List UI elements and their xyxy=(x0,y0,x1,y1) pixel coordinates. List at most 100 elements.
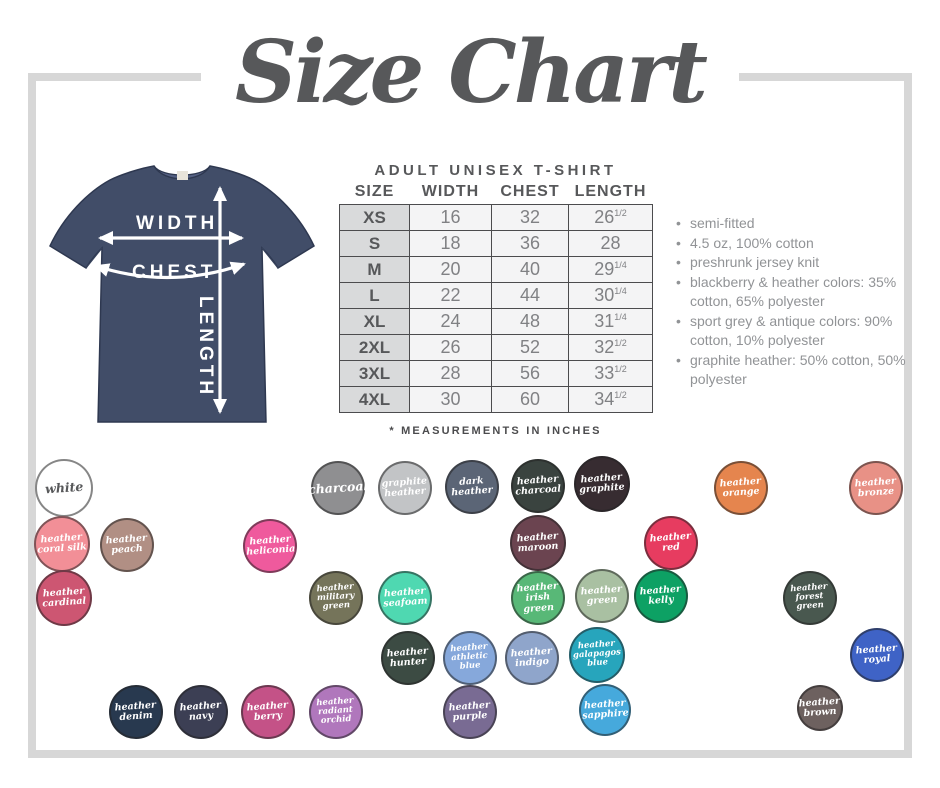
swatch-label: heather navy xyxy=(179,699,222,723)
table-row: 2XL 26 52 321/2 xyxy=(339,334,653,361)
table-row: 4XL 30 60 341/2 xyxy=(339,386,653,413)
length-cell: 321/2 xyxy=(568,334,653,361)
swatch-label: heather maroon xyxy=(516,530,560,555)
swatch-label: heather coral silk xyxy=(37,531,88,556)
detail-bullet: graphite heather: 50% cotton, 50% polyes… xyxy=(676,351,916,390)
table-row: 3XL 28 56 331/2 xyxy=(339,360,653,387)
table-row: M 20 40 291/4 xyxy=(339,256,653,283)
swatch-label: heather athletic blue xyxy=(450,641,489,673)
length-label: LENGTH xyxy=(195,296,216,398)
swatch-label: white xyxy=(44,478,84,497)
swatch-label: charcoal xyxy=(307,478,369,498)
swatch-charcoal: charcoal xyxy=(307,461,369,515)
table-row: L 22 44 301/4 xyxy=(339,282,653,309)
column-header-width: WIDTH xyxy=(421,183,480,200)
swatch-label: heather orange xyxy=(719,475,762,500)
swatch-heather-navy: heather navy xyxy=(174,685,228,739)
size-cell: S xyxy=(339,230,410,257)
size-cell: M xyxy=(339,256,410,283)
swatch-dark-heather: dark heather xyxy=(445,460,499,514)
swatch-heather-purple: heather purple xyxy=(443,685,497,739)
table-row: S 18 36 28 xyxy=(339,230,653,257)
size-cell: L xyxy=(339,282,410,309)
size-cell: XS xyxy=(339,204,410,231)
swatch-label: heather heliconia xyxy=(245,533,296,558)
table-footnote: * MEASUREMENTS IN INCHES xyxy=(389,425,602,437)
swatch-heather-coral-silk: heather coral silk xyxy=(34,516,90,572)
length-cell: 331/2 xyxy=(568,360,653,387)
swatch-label: dark heather xyxy=(451,474,494,499)
width-cell: 24 xyxy=(409,308,492,335)
width-cell: 26 xyxy=(409,334,492,361)
tshirt-diagram: WIDTH CHEST LENGTH xyxy=(49,165,315,423)
swatch-label: heather charcoal xyxy=(515,473,562,498)
chest-cell: 40 xyxy=(491,256,569,283)
swatch-label: heather brown xyxy=(798,695,841,720)
swatch-heather-maroon: heather maroon xyxy=(510,515,566,571)
swatch-label: heather hunter xyxy=(386,645,429,670)
swatch-heather-peach: heather peach xyxy=(100,518,154,572)
width-label: WIDTH xyxy=(136,213,218,234)
swatch-label: heather indigo xyxy=(510,645,553,670)
swatch-label: heather graphite xyxy=(579,471,626,496)
chest-cell: 32 xyxy=(491,204,569,231)
length-cell: 28 xyxy=(568,230,653,257)
length-cell: 291/4 xyxy=(568,256,653,283)
table-heading: ADULT UNISEX T-SHIRT xyxy=(374,162,617,179)
chest-label: CHEST xyxy=(132,262,216,283)
swatch-heather-charcoal: heather charcoal xyxy=(511,459,565,513)
swatch-label: heather cardinal xyxy=(42,585,87,610)
size-cell: XL xyxy=(339,308,410,335)
chest-cell: 48 xyxy=(491,308,569,335)
page-title-wrap: Size Chart xyxy=(200,2,740,142)
size-table-block: ADULT UNISEX T-SHIRT SIZE WIDTH CHEST LENGT… xyxy=(339,162,653,413)
column-header-size: SIZE xyxy=(354,183,395,200)
swatch-label: heather seafoam xyxy=(382,585,428,610)
swatch-white: white xyxy=(35,459,93,517)
swatch-label: heather royal xyxy=(855,642,898,666)
swatch-heather-athletic-blue: heather athletic blue xyxy=(443,631,497,685)
swatch-heather-bronze: heather bronze xyxy=(849,461,903,515)
swatch-heather-cardinal: heather cardinal xyxy=(36,570,92,626)
swatch-heather-red: heather red xyxy=(644,516,698,570)
width-cell: 30 xyxy=(409,386,492,413)
swatch-label: heather red xyxy=(649,530,692,554)
swatch-label: graphite heather xyxy=(381,475,428,500)
swatch-heather-kelly: heather kelly xyxy=(634,569,688,623)
swatch-heather-hunter: heather hunter xyxy=(381,631,435,685)
column-header-length: LENGTH xyxy=(574,183,647,200)
chest-cell: 60 xyxy=(491,386,569,413)
width-cell: 22 xyxy=(409,282,492,309)
swatch-heather-heliconia: heather heliconia xyxy=(243,519,297,573)
swatch-heather-indigo: heather indigo xyxy=(505,631,559,685)
size-table-header: SIZE WIDTH CHEST LENGTH xyxy=(340,182,653,205)
chest-cell: 56 xyxy=(491,360,569,387)
length-cell: 301/4 xyxy=(568,282,653,309)
detail-bullet: blackberry & heather colors: 35% cotton,… xyxy=(676,273,916,312)
collar-tag xyxy=(177,171,188,180)
size-cell: 3XL xyxy=(339,360,410,387)
swatch-label: heather bronze xyxy=(854,475,897,500)
product-details: semi-fitted4.5 oz, 100% cottonpreshrunk … xyxy=(676,214,916,390)
swatch-heather-graphite: heather graphite xyxy=(574,456,630,512)
size-cell: 2XL xyxy=(339,334,410,361)
swatch-heather-orange: heather orange xyxy=(714,461,768,515)
swatch-heather-military-green: heather military green xyxy=(309,571,363,625)
length-cell: 341/2 xyxy=(568,386,653,413)
tshirt-shape xyxy=(49,165,315,423)
swatch-heather-radiant-orchid: heather radiant orchid xyxy=(309,685,363,739)
chest-cell: 36 xyxy=(491,230,569,257)
width-cell: 28 xyxy=(409,360,492,387)
swatch-label: heather kelly xyxy=(639,583,682,607)
swatch-label: heather purple xyxy=(448,699,491,724)
swatch-heather-sapphire: heather sapphire xyxy=(579,684,631,736)
length-cell: 261/2 xyxy=(568,204,653,231)
swatch-heather-royal: heather royal xyxy=(850,628,904,682)
swatch-heather-galapagos-blue: heather galapagos blue xyxy=(569,627,625,683)
chest-cell: 44 xyxy=(491,282,569,309)
swatch-heather-brown: heather brown xyxy=(797,685,843,731)
size-table: SIZE WIDTH CHEST LENGTH XS 16 32 261/2 S 18 36 28 M… xyxy=(339,182,653,413)
detail-bullet: semi-fitted xyxy=(676,214,916,234)
swatch-label: heather irish green xyxy=(516,580,559,615)
